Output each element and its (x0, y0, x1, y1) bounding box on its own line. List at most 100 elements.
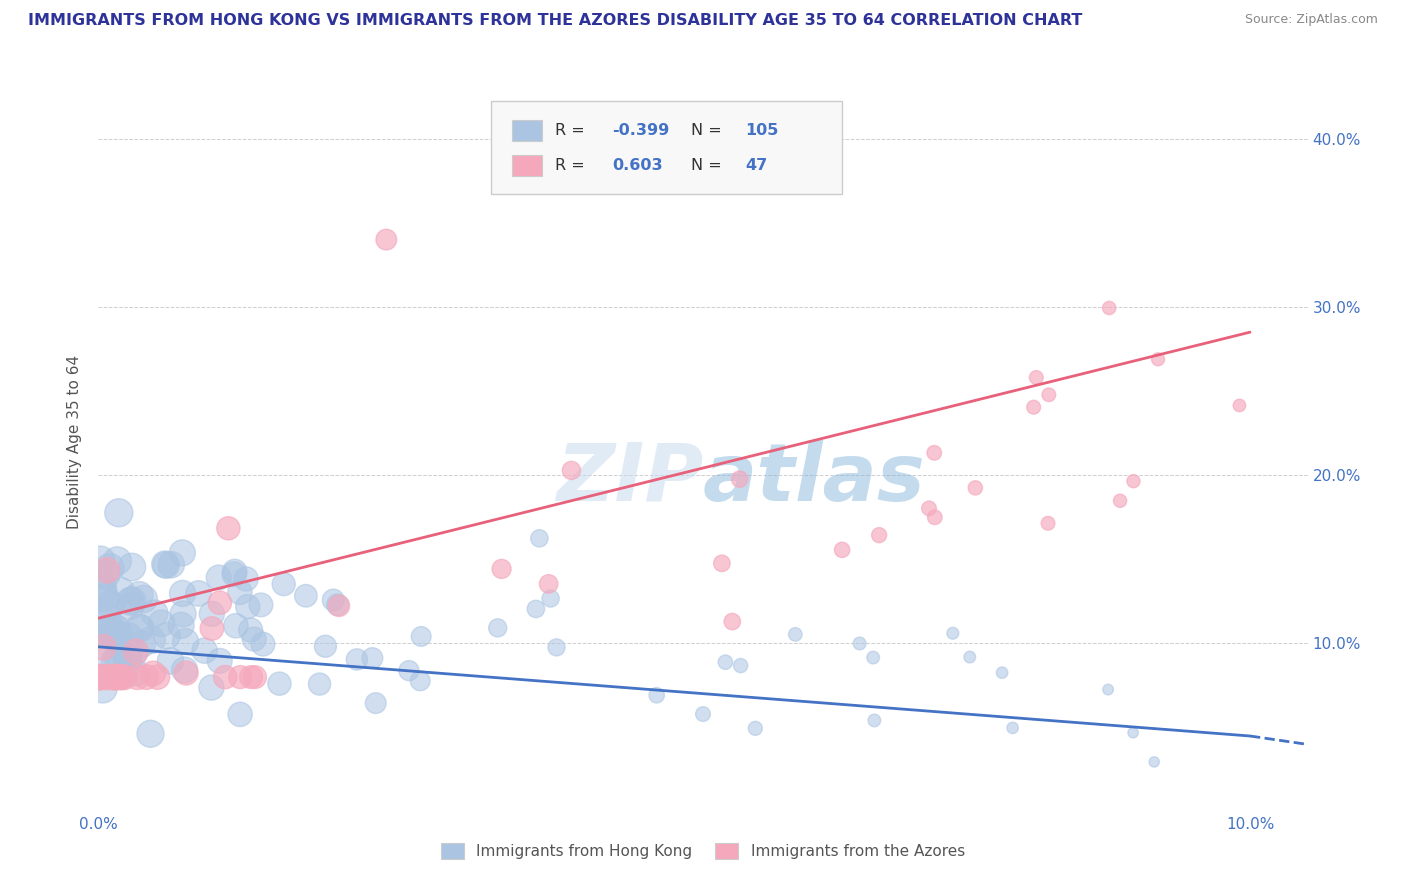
Point (128, 588, 150, 602)
Point (208, 570, 231, 584)
Point (96, 611, 118, 625)
Point (314, 639, 336, 653)
Point (173, 663, 195, 677)
Point (295, 589, 318, 603)
Point (240, 670, 263, 684)
Point (160, 558, 183, 572)
Point (108, 506, 131, 520)
Point (104, 654, 127, 668)
Point (117, 652, 139, 666)
Text: atlas: atlas (703, 440, 925, 517)
Text: N =: N = (690, 123, 727, 138)
Point (375, 233, 398, 247)
Point (224, 565, 246, 579)
Text: Source: ZipAtlas.com: Source: ZipAtlas.com (1244, 13, 1378, 27)
Point (115, 646, 138, 660)
Text: N =: N = (690, 158, 727, 173)
Point (645, 688, 668, 702)
Point (546, 640, 568, 655)
Point (229, 585, 252, 599)
Point (560, 463, 582, 477)
Point (100, 598, 122, 612)
Point (322, 593, 344, 607)
Point (153, 558, 176, 572)
Point (105, 628, 128, 642)
Point (252, 637, 274, 651)
Point (269, 676, 291, 690)
Point (121, 593, 143, 607)
Point (1122, 474, 1144, 488)
Point (710, 557, 733, 571)
Point (146, 670, 169, 684)
Point (236, 599, 259, 614)
Point (1022, 401, 1045, 415)
Point (120, 599, 142, 613)
Point (328, 599, 350, 613)
Point (93, 591, 115, 605)
Point (721, 615, 744, 629)
Point (918, 501, 941, 516)
Point (112, 670, 135, 684)
Point (1038, 388, 1060, 402)
Point (108, 652, 131, 666)
Y-axis label: Disability Age 35 to 64: Disability Age 35 to 64 (67, 354, 83, 529)
Point (131, 637, 153, 651)
Point (96, 563, 118, 577)
Point (529, 532, 551, 546)
Point (239, 623, 262, 637)
Point (411, 630, 433, 644)
Point (208, 654, 231, 668)
Point (863, 714, 886, 728)
Point (89, 670, 111, 684)
Point (101, 624, 124, 639)
Point (200, 681, 222, 695)
Point (103, 670, 125, 684)
Point (172, 586, 194, 600)
Point (942, 626, 965, 640)
Point (170, 618, 193, 632)
Point (118, 630, 141, 644)
Point (1097, 682, 1119, 697)
Point (187, 586, 209, 600)
Point (159, 654, 181, 668)
Text: IMMIGRANTS FROM HONG KONG VS IMMIGRANTS FROM THE AZORES DISABILITY AGE 35 TO 64 : IMMIGRANTS FROM HONG KONG VS IMMIGRANTS … (28, 13, 1083, 29)
Point (141, 632, 163, 647)
Point (235, 572, 257, 586)
Point (132, 592, 155, 607)
Point (108, 670, 131, 684)
Point (174, 666, 197, 681)
Point (398, 664, 420, 678)
Point (110, 584, 132, 599)
Point (201, 607, 224, 621)
Point (924, 510, 946, 524)
Point (128, 621, 150, 635)
Point (730, 658, 752, 673)
Point (90, 579, 112, 593)
Point (225, 618, 247, 632)
Point (89, 553, 111, 567)
Point (150, 616, 173, 631)
Point (94, 567, 117, 582)
Point (91, 584, 114, 599)
Text: -0.399: -0.399 (613, 123, 669, 138)
Point (208, 596, 231, 610)
Point (155, 558, 177, 573)
Point (1001, 721, 1024, 735)
Point (143, 607, 166, 621)
Text: ZIP: ZIP (555, 440, 703, 517)
Point (1098, 301, 1121, 315)
Point (121, 560, 143, 574)
Point (491, 562, 513, 576)
Point (87, 624, 110, 639)
Text: R =: R = (555, 158, 591, 173)
Point (229, 707, 252, 722)
Point (105, 624, 128, 638)
Point (728, 472, 751, 486)
Point (97, 623, 120, 637)
Point (89, 670, 111, 684)
Point (250, 598, 273, 612)
Point (129, 621, 152, 635)
Point (224, 567, 246, 582)
Point (125, 644, 148, 658)
Point (217, 521, 239, 535)
